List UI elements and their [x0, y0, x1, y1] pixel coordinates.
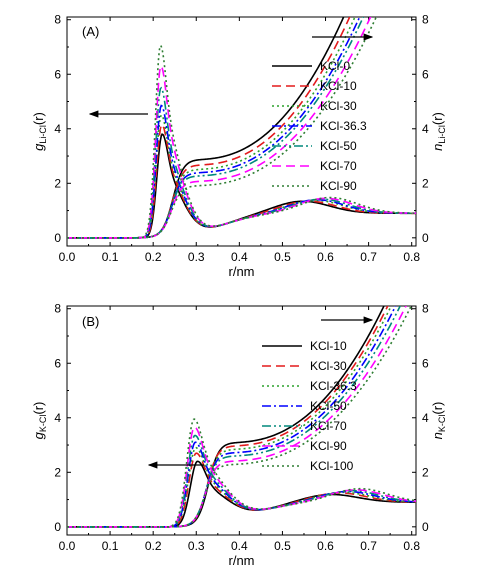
- y-tick-label-left: 0: [54, 231, 61, 245]
- y-tick-label-left: 2: [54, 176, 61, 190]
- series-line-n-6: [67, 306, 413, 528]
- x-tick-label: 0.5: [274, 539, 291, 553]
- y-tick-label-right: 0: [422, 231, 429, 245]
- y-axis-label-right: nLi-Cl(r): [430, 112, 447, 151]
- y-tick-label-left: 8: [54, 302, 61, 316]
- series-line-g-2: [67, 446, 416, 528]
- y-tick-label-right: 4: [422, 122, 429, 136]
- series-line-n-5: [67, 306, 407, 528]
- y-tick-label-right: 8: [422, 302, 429, 316]
- legend-entry: KCl-70: [320, 159, 357, 173]
- x-tick-label: 0.7: [360, 539, 377, 553]
- legend-entry: KCl-50: [310, 399, 347, 413]
- x-tick-label: 0.3: [188, 250, 205, 264]
- x-tick-label: 0.0: [59, 539, 76, 553]
- panel-label: (B): [82, 314, 99, 329]
- y-tick-label-right: 4: [422, 411, 429, 425]
- x-tick-label: 0.6: [317, 250, 334, 264]
- y-tick-label-right: 2: [422, 176, 429, 190]
- x-tick-label: 0.4: [231, 539, 248, 553]
- series-line-g-6: [67, 44, 416, 239]
- series-line-g-4: [67, 434, 416, 528]
- y-tick-label-left: 4: [54, 122, 61, 136]
- x-tick-label: 0.5: [274, 250, 291, 264]
- series-line-n-3: [67, 306, 397, 528]
- series-line-g-6: [67, 418, 416, 528]
- x-axis-label: r/nm: [229, 553, 255, 568]
- legend-entry: KCl-50: [320, 139, 357, 153]
- y-tick-label-left: 0: [54, 520, 61, 534]
- y-tick-label-right: 6: [422, 67, 429, 81]
- x-tick-label: 0.8: [403, 539, 420, 553]
- curves: [67, 306, 416, 528]
- series-line-n-6: [67, 17, 378, 239]
- series-line-g-4: [67, 86, 416, 239]
- legend-entry: KCl-0: [320, 59, 350, 73]
- y-tick-label-left: 6: [54, 356, 61, 370]
- y-axis-label-left: gK-Cl(r): [31, 402, 48, 440]
- x-tick-label: 0.2: [145, 539, 162, 553]
- legend: KCl-0 KCl-10 KCl-30 KCl-36.3 KCl-50 KCl-70 KCl…: [272, 59, 367, 193]
- x-tick-label: 0.0: [59, 250, 76, 264]
- y-tick-label-right: 0: [422, 520, 429, 534]
- y-axis-label-right: nK-Cl(r): [430, 402, 447, 440]
- x-tick-label: 0.1: [102, 539, 119, 553]
- series-line-n-2: [67, 306, 393, 528]
- legend-entry: KCl-10: [320, 79, 357, 93]
- legend-entry: KCl-30: [320, 99, 357, 113]
- series-line-g-3: [67, 441, 416, 528]
- y-tick-label-right: 6: [422, 356, 429, 370]
- x-tick-label: 0.1: [102, 250, 119, 264]
- legend-entry: KCl-90: [320, 179, 357, 193]
- legend-entry: KCl-100: [310, 459, 354, 473]
- panel-a: 0.0 0.1 0.2 0.3 0.4 0.5 0.6 0.7 0.80 02 24 46 68 8r/n…: [31, 13, 447, 279]
- legend-entry: KCl-36.3: [320, 119, 367, 133]
- x-axis-label: r/nm: [229, 264, 255, 279]
- y-tick-label-right: 2: [422, 465, 429, 479]
- legend-entry: KCl-36.3: [310, 379, 357, 393]
- x-tick-label: 0.8: [403, 250, 420, 264]
- x-tick-label: 0.6: [317, 539, 334, 553]
- plot-frame: [66, 16, 417, 247]
- y-tick-label-left: 4: [54, 411, 61, 425]
- x-tick-label: 0.7: [360, 250, 377, 264]
- panel-label: (A): [82, 24, 99, 39]
- curves: [67, 17, 416, 239]
- legend-entry: KCl-10: [310, 339, 347, 353]
- y-tick-label-left: 6: [54, 67, 61, 81]
- legend-entry: KCl-90: [310, 439, 347, 453]
- legend: KCl-10 KCl-30 KCl-36.3 KCl-50 KCl-70 KCl-90 KC…: [262, 339, 357, 473]
- y-tick-label-left: 2: [54, 465, 61, 479]
- series-line-g-1: [67, 123, 416, 239]
- plot-frame: [66, 305, 417, 536]
- x-tick-label: 0.4: [231, 250, 248, 264]
- legend-entry: KCl-70: [310, 419, 347, 433]
- series-line-n-4: [67, 17, 365, 239]
- x-tick-label: 0.3: [188, 539, 205, 553]
- y-axis-label-left: gLi-Cl(r): [31, 112, 48, 151]
- series-line-n-2: [67, 17, 356, 239]
- y-tick-label-right: 8: [422, 13, 429, 27]
- y-tick-label-left: 8: [54, 13, 61, 27]
- series-line-n-5: [67, 17, 372, 239]
- panel-b: 0.0 0.1 0.2 0.3 0.4 0.5 0.6 0.7 0.80 02 24 46 68 8r/n…: [31, 302, 447, 568]
- legend-entry: KCl-30: [310, 359, 347, 373]
- x-tick-label: 0.2: [145, 250, 162, 264]
